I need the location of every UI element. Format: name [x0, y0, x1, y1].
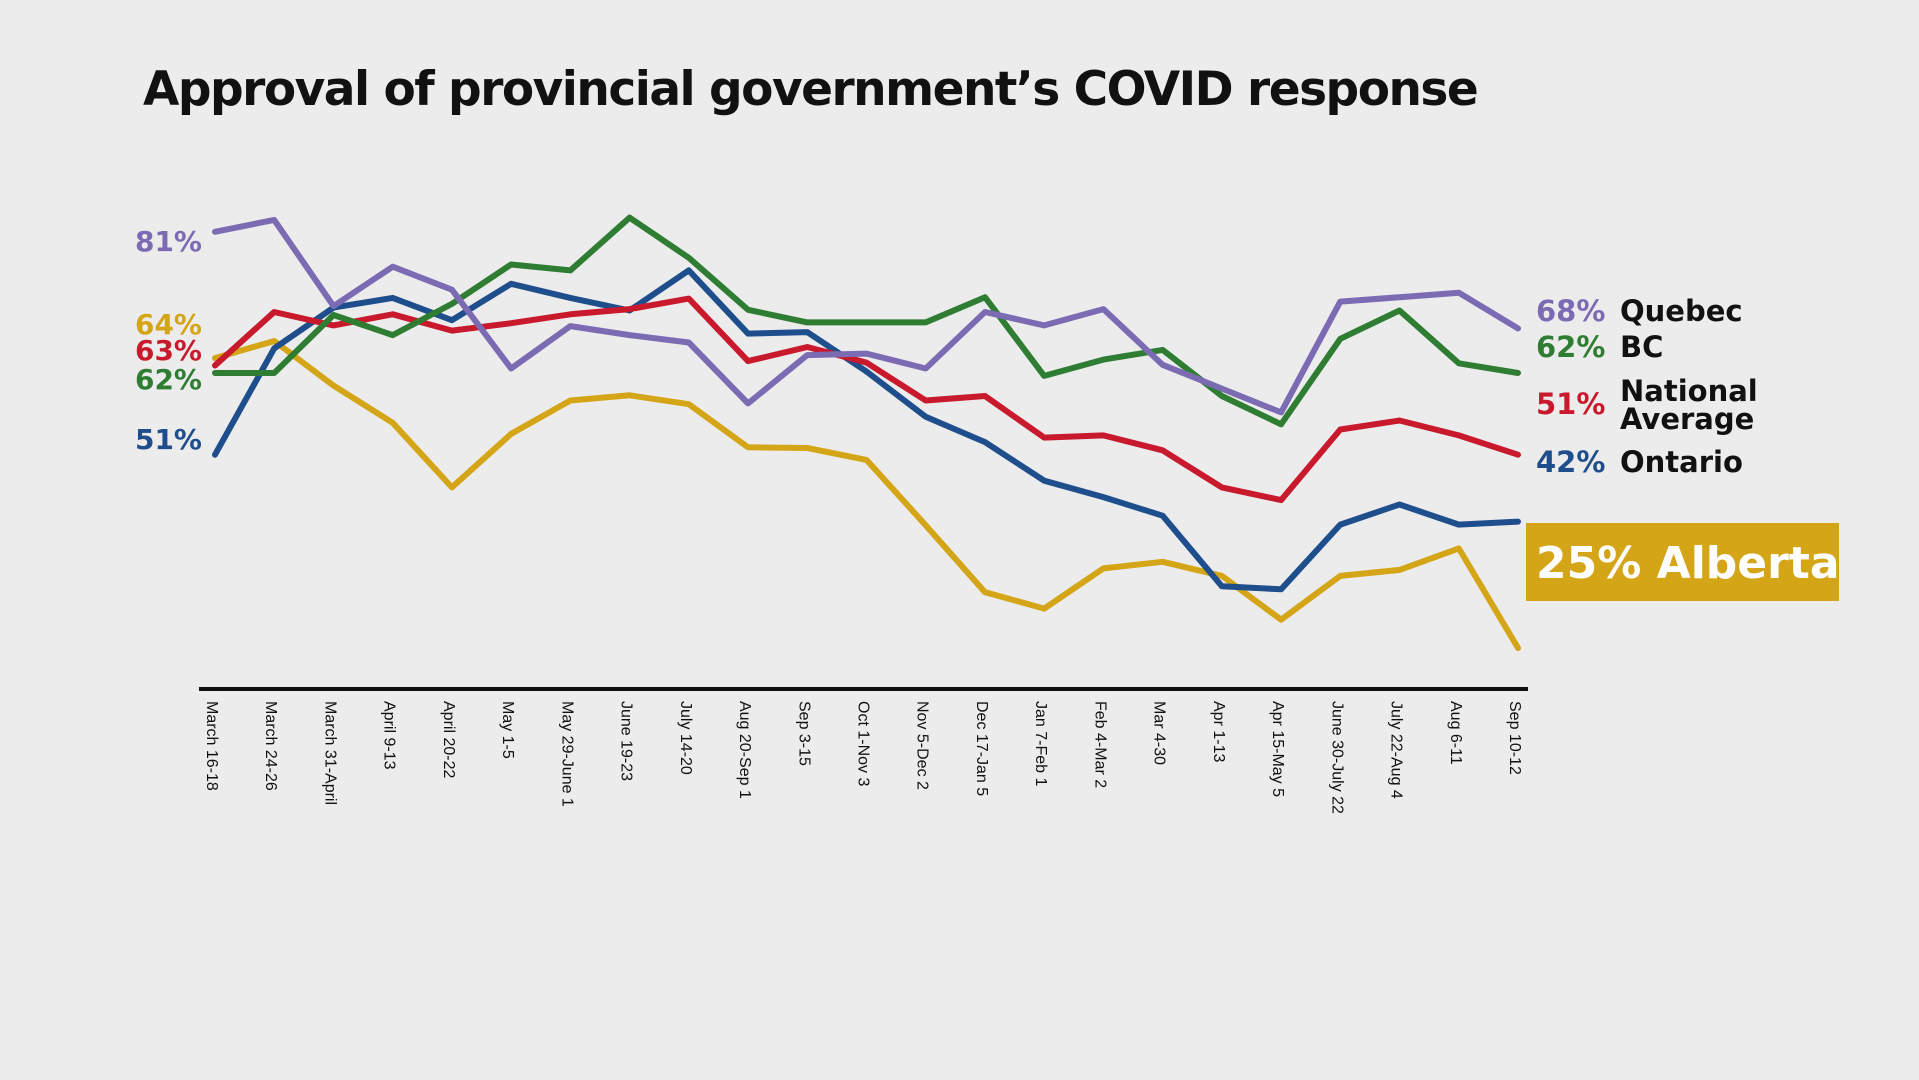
x-tick-label: March 31-April	[321, 701, 338, 805]
start-label-ontario: 51%	[135, 423, 202, 456]
x-tick-label: Aug 20-Sep 1	[736, 701, 753, 799]
x-tick-label: Apr 1-13	[1210, 701, 1227, 762]
series-name-quebec: Quebec	[1620, 294, 1743, 328]
x-tick-label: July 14-20	[677, 701, 694, 775]
start-label-quebec: 81%	[135, 225, 202, 258]
x-tick-label: Feb 4-Mar 2	[1091, 701, 1108, 788]
end-label-quebec: 68%	[1536, 294, 1605, 328]
x-tick-label: April 9-13	[381, 701, 398, 770]
start-label-national-average: 63%	[135, 334, 202, 367]
x-tick-label: June 30-July 22	[1328, 701, 1345, 814]
x-tick-label: Sep 10-12	[1506, 701, 1523, 775]
series-name-bc: BC	[1620, 330, 1663, 364]
alberta-callout: 25% Alberta	[1526, 523, 1840, 601]
x-tick-label: Nov 5-Dec 2	[914, 701, 931, 790]
series-line-bc	[212, 214, 1521, 428]
chart-title: Approval of provincial government’s COVI…	[143, 62, 1479, 117]
x-tick-label: Aug 6-11	[1447, 701, 1464, 765]
series-line-national-average	[212, 295, 1521, 504]
x-axis-tick-labels: March 16-18 March 24-26 March 31-April Apri…	[203, 701, 1523, 814]
start-label-alberta: 64%	[135, 308, 202, 341]
x-tick-label: March 24-26	[262, 701, 279, 791]
x-tick-label: March 16-18	[203, 701, 220, 791]
x-tick-label: Apr 15-May 5	[1269, 701, 1286, 797]
start-value-labels: 81% 62%63% 51% 64%	[135, 225, 202, 456]
series-line-quebec	[212, 216, 1521, 416]
end-label-national-average: 51%	[1536, 387, 1605, 421]
end-value-labels: 68% Quebec 62% BC 51% National Average 42% Ontar…	[1526, 294, 1840, 601]
start-label-bc: 62%	[135, 363, 202, 396]
x-tick-label: July 22-Aug 4	[1388, 701, 1405, 799]
series-name-ontario: Ontario	[1620, 445, 1743, 479]
end-label-bc: 62%	[1536, 330, 1605, 364]
end-label-alberta: 25% Alberta	[1536, 538, 1840, 589]
series-lines	[212, 214, 1521, 651]
x-tick-label: May 29-June 1	[558, 701, 575, 807]
x-tick-label: Mar 4-30	[1151, 701, 1168, 765]
series-line-alberta	[212, 338, 1521, 651]
x-tick-label: June 19-23	[618, 701, 635, 781]
x-tick-label: Dec 17-Jan 5	[973, 701, 990, 796]
x-tick-label: April 20-22	[440, 701, 457, 778]
x-tick-label: May 1-5	[499, 701, 516, 759]
alberta-callout-box	[1526, 523, 1839, 601]
x-tick-label: Sep 3-15	[795, 701, 812, 766]
series-name-national-average: National Average	[1620, 374, 1758, 436]
x-tick-label: Oct 1-Nov 3	[855, 701, 872, 786]
end-label-ontario: 42%	[1536, 445, 1605, 479]
x-tick-label: Jan 7-Feb 1	[1032, 701, 1049, 786]
